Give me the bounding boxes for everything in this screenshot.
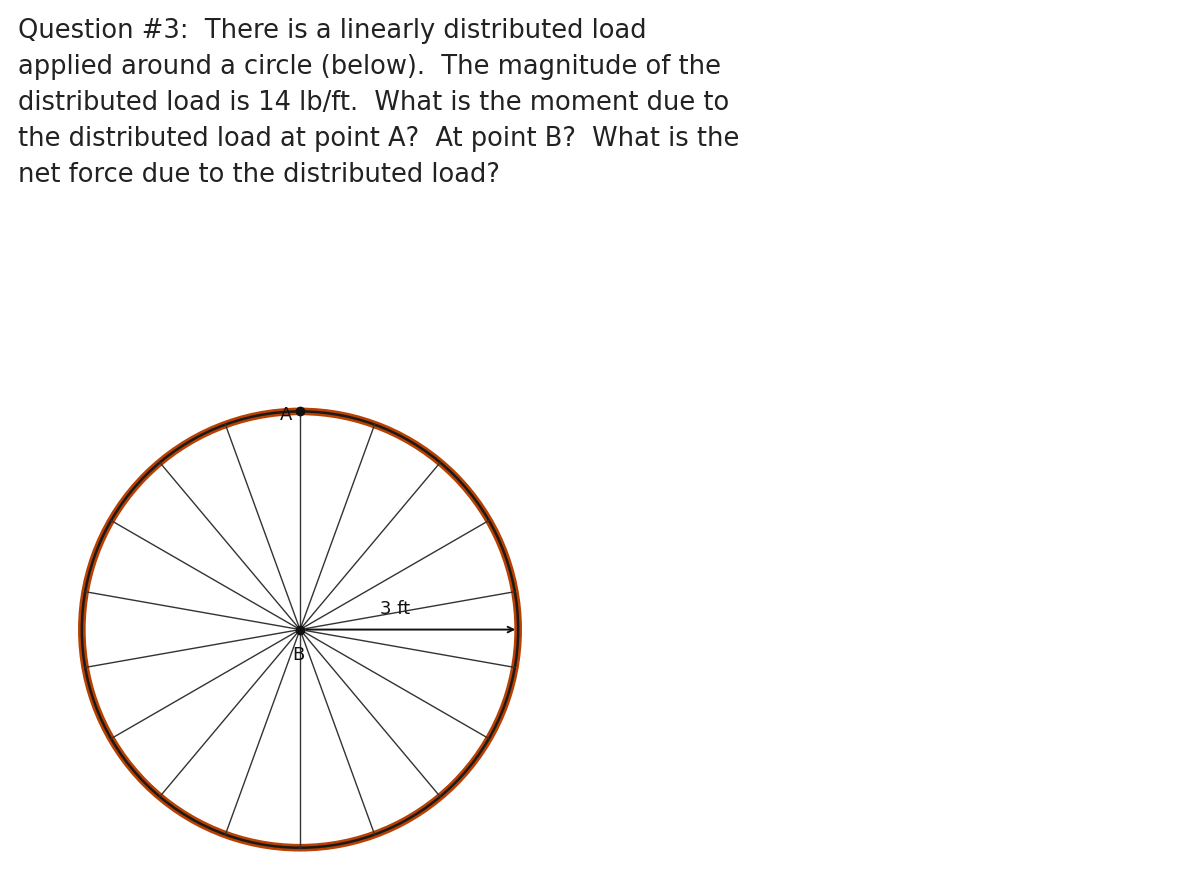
Text: A: A (280, 406, 292, 424)
Text: B: B (293, 647, 305, 664)
Text: 3 ft: 3 ft (380, 599, 410, 618)
Text: Question #3:  There is a linearly distributed load
applied around a circle (belo: Question #3: There is a linearly distrib… (18, 18, 739, 188)
